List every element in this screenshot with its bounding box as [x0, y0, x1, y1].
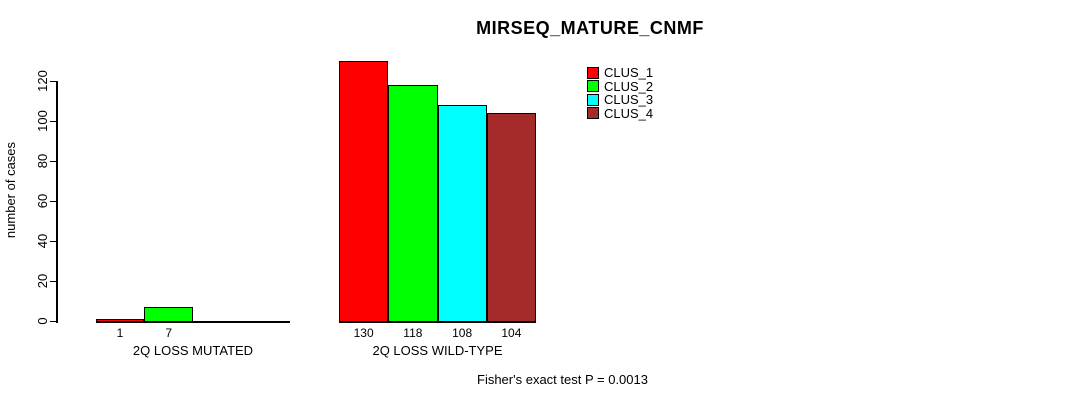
legend: CLUS_1 CLUS_2 CLUS_3 CLUS_4	[587, 66, 653, 120]
y-axis-tick	[50, 320, 56, 322]
bar-value-label: 1	[116, 326, 124, 340]
bar-value-label: 7	[165, 326, 172, 340]
y-axis-tick	[50, 200, 56, 202]
bar-value-label: 104	[501, 326, 522, 340]
category-label: 2Q LOSS WILD-TYPE	[372, 343, 503, 358]
y-axis-tick-label: 80	[35, 153, 50, 169]
y-axis-tick-label: 120	[35, 70, 50, 92]
legend-label: CLUS_3	[604, 92, 654, 108]
legend-swatch	[587, 107, 599, 120]
bar-clus_3-1	[437, 105, 487, 321]
legend-item-clus-4: CLUS_4	[587, 107, 653, 121]
bar-value-label: 118	[403, 326, 423, 340]
bar-value-label: 108	[452, 326, 473, 340]
bar-clus_2-0	[144, 307, 193, 321]
bar-value-label: 130	[353, 326, 374, 340]
legend-item-clus-2: CLUS_2	[587, 80, 653, 94]
legend-swatch	[587, 93, 599, 106]
legend-label: CLUS_4	[604, 105, 654, 121]
bar-clus_2-1	[388, 85, 438, 321]
y-axis-tick	[50, 120, 56, 122]
category-label: 2Q LOSS MUTATED	[132, 343, 254, 358]
y-axis-tick-label: 20	[35, 273, 50, 289]
legend-swatch	[587, 80, 599, 93]
legend-item-clus-1: CLUS_1	[587, 66, 653, 80]
chart-title: MIRSEQ_MATURE_CNMF	[476, 18, 704, 38]
legend-label: CLUS_2	[604, 78, 654, 94]
y-axis-tick-label: 100	[35, 110, 50, 132]
bar-clus_1-0	[95, 319, 145, 321]
bar-clus_1-1	[339, 61, 389, 321]
y-axis-tick	[50, 280, 56, 282]
group-baseline	[339, 321, 536, 323]
y-axis-tick-label: 0	[35, 317, 50, 325]
legend-label: CLUS_1	[604, 65, 654, 81]
group-baseline	[95, 321, 291, 323]
y-axis-tick	[50, 80, 56, 82]
legend-swatch	[587, 66, 599, 79]
legend-item-clus-3: CLUS_3	[587, 93, 653, 107]
y-axis-tick	[50, 160, 56, 162]
bar-clus_4-1	[486, 113, 536, 321]
y-axis-tick-label: 40	[35, 233, 50, 249]
y-axis-tick	[50, 240, 56, 242]
y-axis-line	[56, 81, 58, 323]
annotation-text: Fisher's exact test P = 0.0013	[477, 372, 648, 387]
y-axis-tick-label: 60	[35, 193, 50, 209]
